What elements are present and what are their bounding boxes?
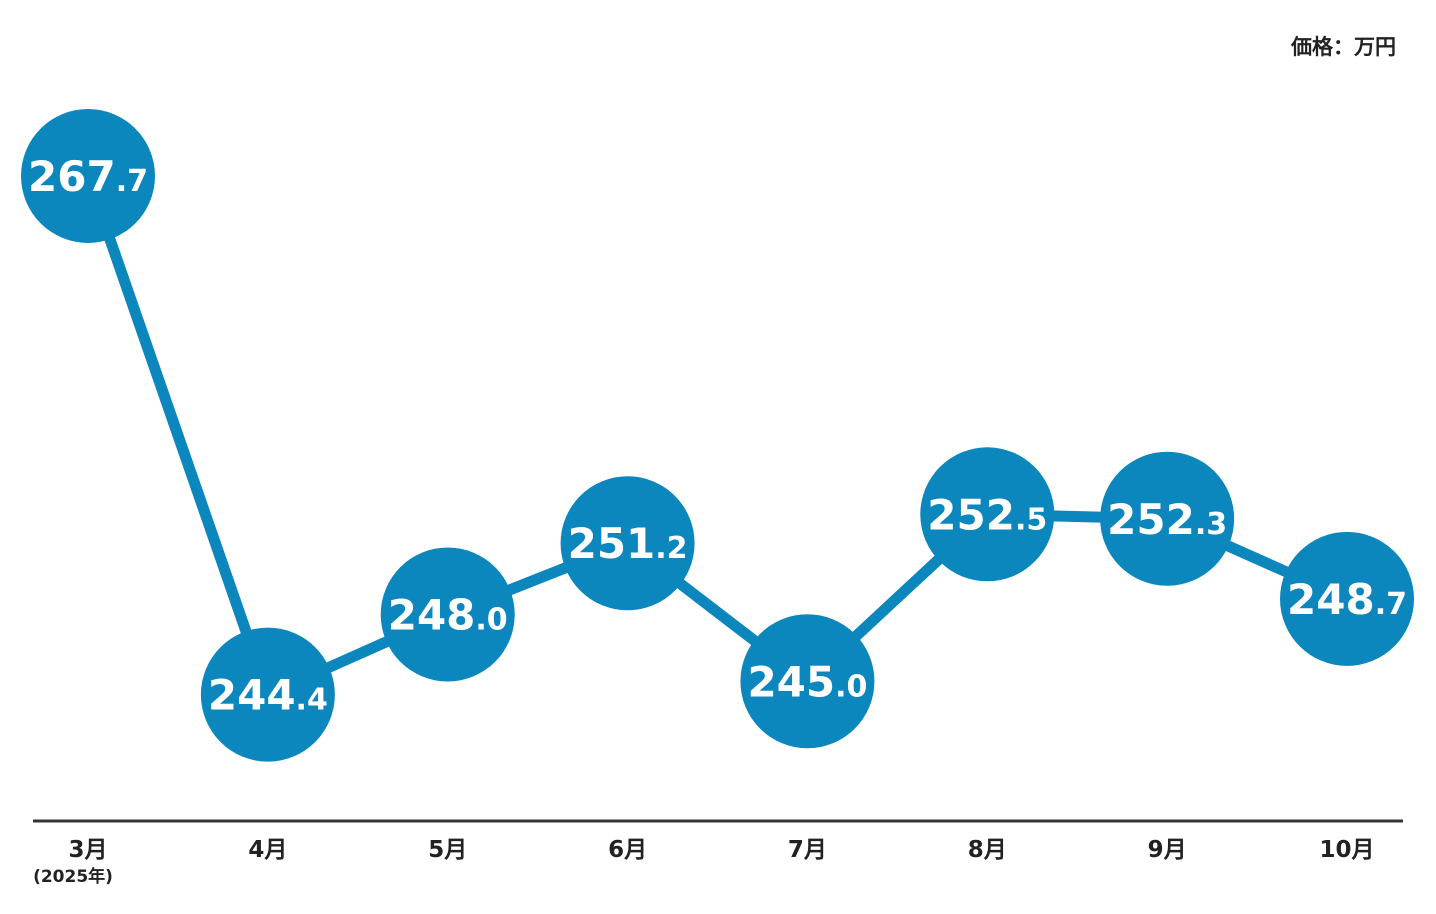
data-point-marker — [380, 547, 515, 682]
x-tick-label: 7月 — [788, 837, 827, 863]
data-label: 251.2 — [568, 519, 688, 568]
x-tick-label: 5月 — [428, 837, 467, 863]
data-point-marker — [200, 627, 335, 762]
data-label: 248.7 — [1287, 575, 1407, 624]
data-point-marker — [1100, 451, 1235, 586]
x-axis: 3月 (2025年) 4月 5月 6月 7月 8月 9月 10月 — [33, 819, 1403, 887]
data-point-marker — [1280, 531, 1414, 666]
x-tick-label: 10月 — [1319, 837, 1374, 863]
data-point-marker — [560, 476, 695, 611]
series-line — [82, 170, 1353, 701]
data-point-marker — [920, 447, 1055, 582]
x-tick-label: 4月 — [248, 837, 287, 863]
data-label: 252.5 — [927, 490, 1047, 539]
data-label: 252.3 — [1107, 495, 1227, 544]
data-label: 248.0 — [388, 590, 508, 639]
data-point-marker — [740, 614, 875, 749]
x-tick-label: 9月 — [1148, 837, 1187, 863]
data-label: 244.4 — [208, 671, 328, 720]
data-label: 267.7 — [28, 152, 148, 201]
x-tick-label: 8月 — [968, 837, 1007, 863]
unit-label: 価格：万円 — [1291, 35, 1396, 59]
x-tick-sublabel: (2025年) — [33, 866, 113, 887]
series-line-layer — [82, 170, 1353, 701]
data-point-marker — [21, 108, 155, 243]
x-tick-label: 3月 — [68, 837, 107, 863]
data-point-layer: 267.7 244.4 248.0 251.2 245.0 252.5 252.3 248.7 — [21, 108, 1414, 762]
x-tick-label: 6月 — [608, 837, 647, 863]
data-label: 245.0 — [747, 657, 867, 706]
